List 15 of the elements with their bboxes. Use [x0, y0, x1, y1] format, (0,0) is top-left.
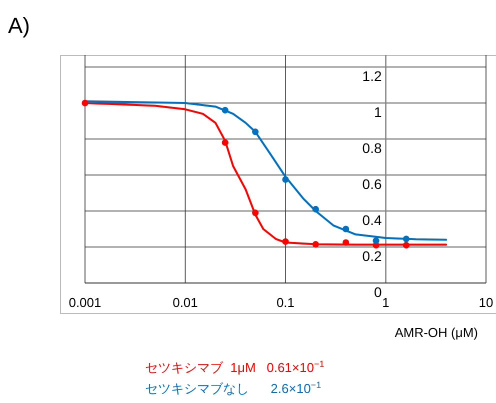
y-tick-label: 1.2 — [362, 68, 382, 84]
text: セツキシマブ 1μM 0.61×10$^{−1}$ — [145, 359, 324, 375]
x-tick-label: 0.001 — [68, 295, 102, 310]
y-tick-label: 1 — [374, 104, 382, 120]
y-tick-label: 0.8 — [362, 140, 382, 156]
chart-title: A) — [8, 13, 30, 38]
y-tick-label: 0.2 — [362, 248, 382, 264]
x-axis-title: AMR-OH (μM) — [394, 325, 478, 340]
x-tick-label: 0.1 — [276, 295, 295, 310]
x-tick-label: 0.01 — [172, 295, 198, 310]
x-tick-label: 10 — [478, 295, 494, 310]
y-tick-label: 0.6 — [362, 176, 382, 192]
y-tick-label: 0 — [374, 284, 382, 300]
y-tick-label: 0.4 — [362, 212, 382, 228]
text: セツキシマブなし 2.6×10$^{−1}$ — [145, 380, 322, 396]
